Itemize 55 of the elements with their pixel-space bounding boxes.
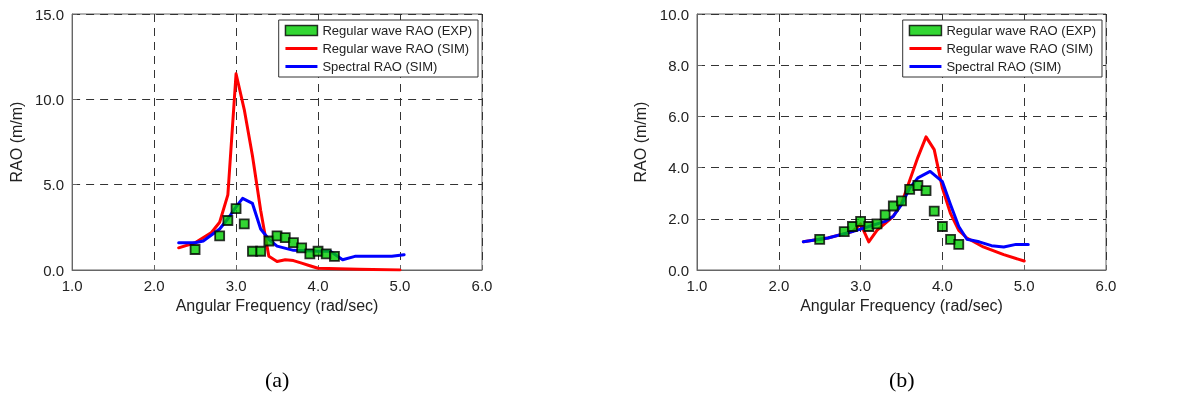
x-tick-label: 1.0 [686,277,708,294]
point [896,195,907,207]
x-tick-label: 2.0 [768,277,790,294]
y-tick-label: 10.0 [34,90,65,108]
x-tick-label: 1.0 [61,277,83,294]
line-series [177,72,402,272]
y-tick-label: 0.0 [43,261,65,279]
y-tick-label: 5.0 [43,176,65,194]
x-tick-label: 4.0 [931,277,953,294]
text: (b) [889,366,915,392]
x-tick-label: 3.0 [850,277,872,294]
text: (a) [265,366,290,392]
point [953,239,965,250]
y-tick-label: 15.0 [34,5,65,23]
point [304,248,316,260]
point [329,250,340,262]
y-tick-label: 8.0 [668,56,689,74]
point [189,244,201,255]
y-axis-title: RAO (m/m) [7,101,25,183]
x-tick-label: 6.0 [1095,277,1117,294]
x-axis-title: Angular Frequency (rad/sec) [175,297,379,315]
y-tick-label: 6.0 [668,107,689,125]
line-series [801,169,1030,249]
point [238,218,250,230]
point [928,205,940,217]
y-axis-title: RAO (m/m) [632,101,650,183]
legend-label: Regular wave RAO (SIM) [322,41,470,56]
y-tick-label: 0.0 [668,261,689,279]
point [863,221,875,232]
point [937,221,948,232]
legend-label: Spectral RAO (SIM) [322,59,438,74]
x-tick-label: 4.0 [307,277,329,294]
y-tick-label: 2.0 [668,210,689,228]
point [230,203,242,214]
point [920,185,932,197]
x-tick-label: 5.0 [389,277,411,294]
legend-label: Regular wave RAO (EXP) [322,23,473,38]
point [912,180,924,191]
point [214,230,226,242]
x-tick-label: 2.0 [143,277,165,294]
x-tick-label: 5.0 [1013,277,1035,294]
legend-label: Regular wave RAO (EXP) [946,23,1097,38]
point [222,215,234,226]
y-tick-label: 10.0 [659,5,689,23]
legend-label: Regular wave RAO (SIM) [946,41,1094,56]
y-tick-label: 4.0 [668,159,689,177]
point [296,242,308,254]
x-tick-label: 3.0 [225,277,247,294]
point [879,209,891,221]
point [255,245,267,257]
x-axis-title: Angular Frequency (rad/sec) [800,297,1003,315]
x-tick-label: 6.0 [471,277,493,294]
point [814,233,826,245]
line-series [177,196,406,262]
legend-label: Spectral RAO (SIM) [946,59,1062,74]
